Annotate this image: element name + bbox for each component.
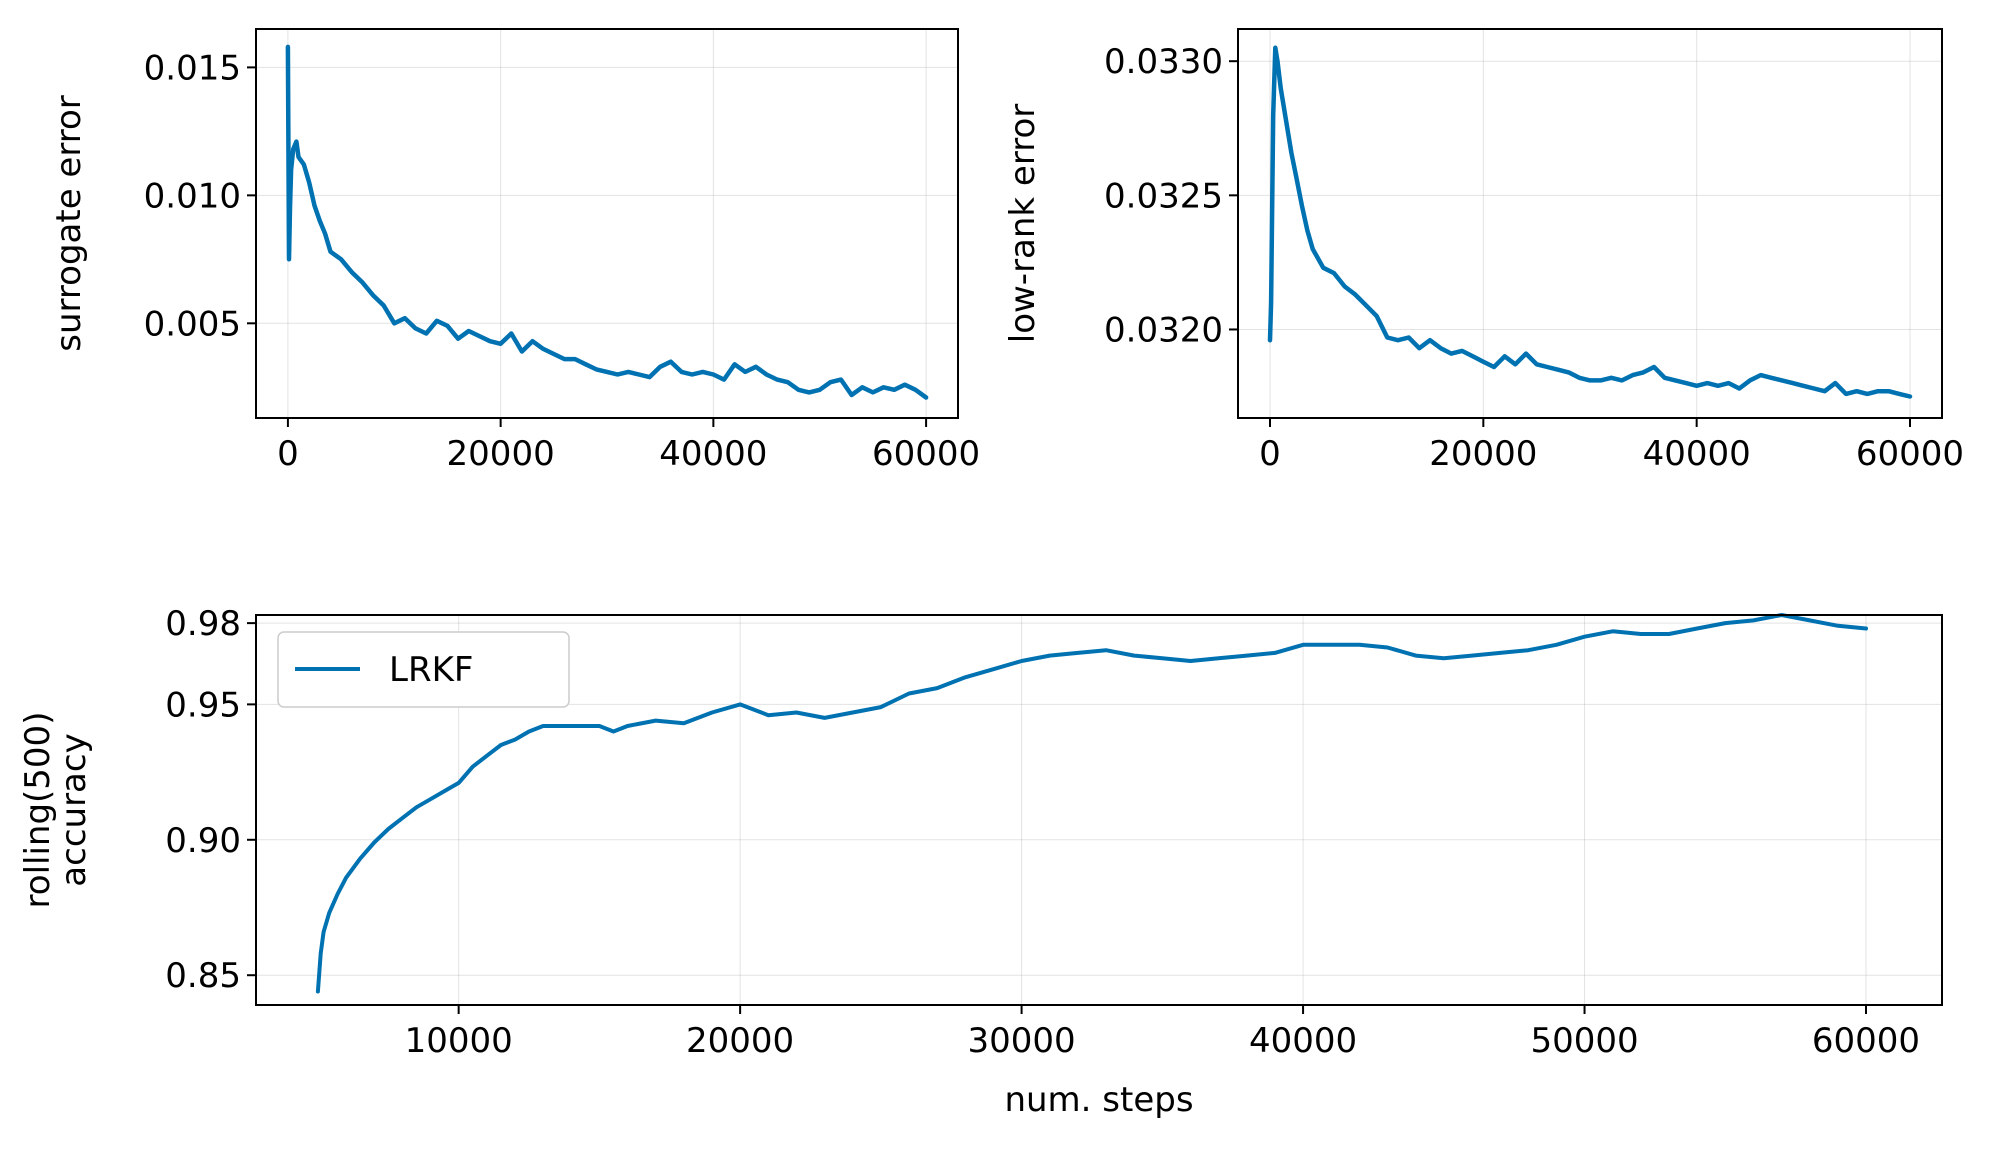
y-tick-label: 0.90	[165, 821, 241, 861]
x-tick-label: 60000	[1856, 434, 1964, 474]
y-tick-label: 0.010	[144, 176, 241, 216]
legend-label: LRKF	[389, 650, 473, 690]
chart-low-rank-error: 0 20000 40000 60000 0.0320 0.0325 0.0330 low-ra…	[1003, 28, 1964, 474]
x-tick-label: 20000	[1429, 434, 1537, 474]
y-tick-label: 0.0320	[1104, 310, 1223, 350]
series-line	[285, 44, 929, 400]
x-tick-label: 40000	[1249, 1021, 1357, 1061]
plot-frame	[255, 614, 1943, 1006]
plot-frame	[255, 28, 959, 419]
y-axis-label-line: surrogate error	[49, 95, 89, 351]
y-tick-label: 0.015	[144, 48, 241, 88]
x-tick-label: 0	[277, 434, 299, 474]
x-tick-label: 40000	[659, 434, 767, 474]
y-tick-label: 0.0325	[1104, 176, 1223, 216]
y-axis-label-line: rolling(500)	[18, 712, 58, 909]
y-axis-label: rolling(500)accuracy	[18, 712, 94, 909]
x-tick-label: 50000	[1530, 1021, 1638, 1061]
x-tick-label: 60000	[872, 434, 980, 474]
series-line-lrkf	[315, 613, 1868, 994]
y-axis-label-line: low-rank error	[1003, 104, 1043, 344]
y-tick-label: 0.98	[165, 604, 241, 644]
legend: LRKF	[277, 631, 570, 708]
y-axis-label-line: accuracy	[54, 733, 94, 886]
x-tick-label: 20000	[686, 1021, 794, 1061]
chart-surrogate-error: 0 20000 40000 60000 0.005 0.010 0.015 surrogate…	[49, 28, 980, 474]
x-tick-label: 40000	[1643, 434, 1751, 474]
series-line	[1267, 45, 1913, 399]
chart-accuracy: 10000 20000 30000 40000 50000 60000 0.85 0.90 0.…	[18, 604, 1943, 1120]
legend-box	[277, 631, 570, 708]
y-tick-label: 0.0330	[1104, 42, 1223, 82]
x-tick-label: 0	[1259, 434, 1281, 474]
y-axis-label: surrogate error	[49, 95, 89, 351]
x-tick-label: 10000	[405, 1021, 513, 1061]
y-tick-label: 0.005	[144, 304, 241, 344]
y-tick-label: 0.95	[165, 685, 241, 725]
x-tick-label: 60000	[1812, 1021, 1920, 1061]
y-axis-label: low-rank error	[1003, 104, 1043, 344]
y-tick-label: 0.85	[165, 956, 241, 996]
plot-frame	[1237, 28, 1943, 419]
x-axis-label: num. steps	[1004, 1080, 1193, 1120]
x-tick-label: 20000	[447, 434, 555, 474]
x-tick-label: 30000	[968, 1021, 1076, 1061]
